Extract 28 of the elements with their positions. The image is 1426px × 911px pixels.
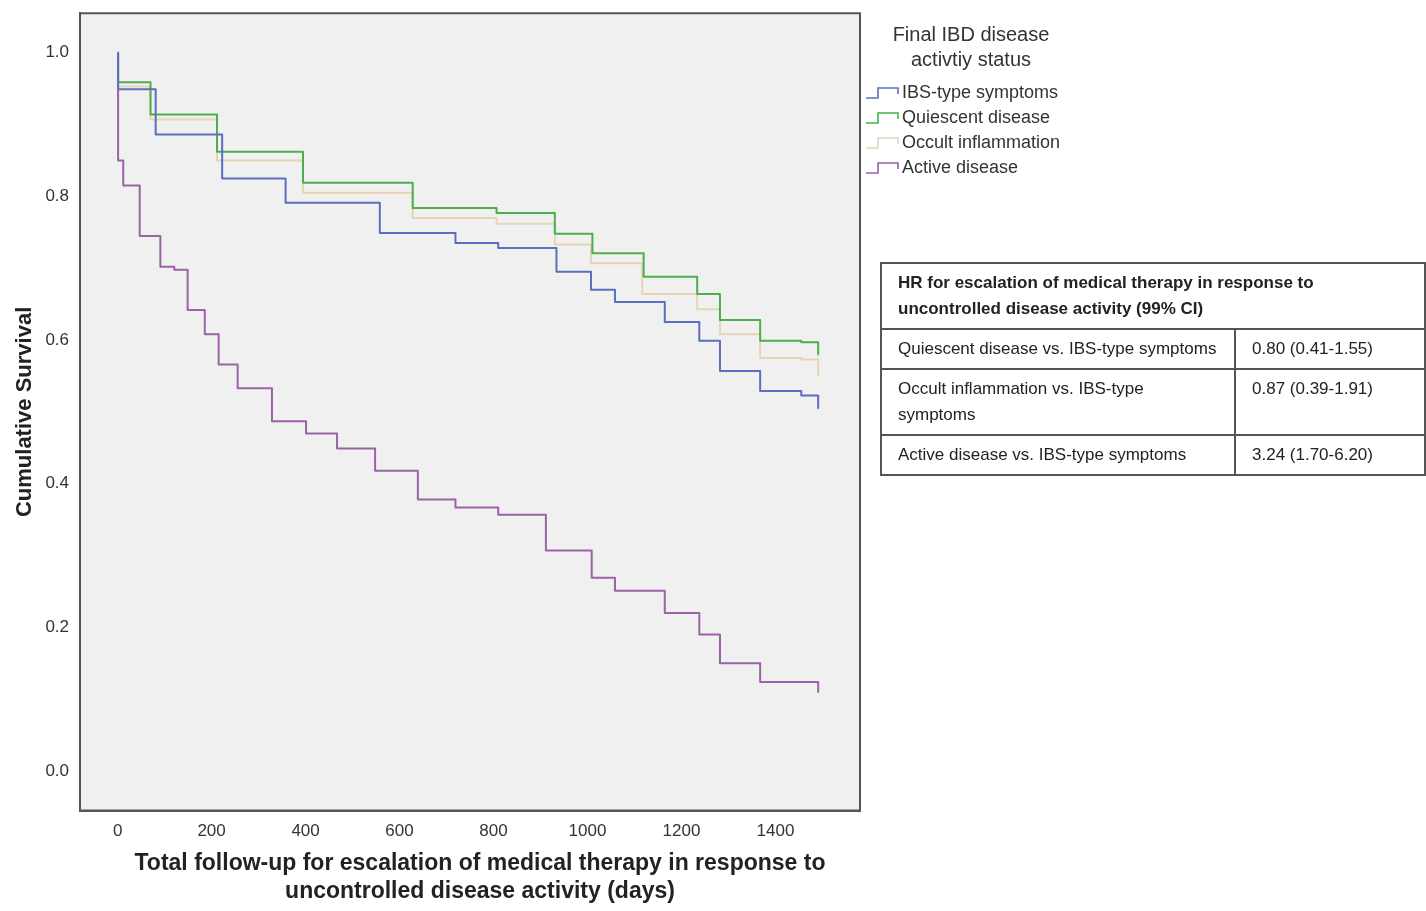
legend-label: IBS-type symptoms [902,82,1059,103]
y-tick-label: 0.6 [45,329,70,349]
x-tick-label: 800 [479,821,508,841]
x-tick-label: 400 [291,821,320,841]
text: Quiescent disease vs. IBS-type symptoms [881,329,1235,369]
legend-label: Quiescent disease [902,107,1051,128]
x-tick-label: 200 [197,821,226,841]
x-tick-label: 1400 [756,821,795,841]
text: 0.87 (0.39-1.91) [1235,369,1425,435]
y-tick-label: 0.4 [45,473,70,493]
legend-label: Occult inflammation [902,132,1061,153]
y-axis-title: Cumulative Survival [11,306,37,518]
y-tick-label: 0.2 [45,617,70,637]
legend-title: Final IBD disease activtiy status [891,22,1051,72]
y-tick-label: 1.0 [45,42,70,62]
x-tick-label: 600 [385,821,414,841]
text: HR for escalation of medical therapy in response to uncontrolled disease activity (99% CI) [881,263,1425,329]
text: 3.24 (1.70-6.20) [1235,435,1425,475]
x-tick-label: 1200 [662,821,701,841]
y-tick-label: 0.8 [45,186,70,206]
x-tick-label: 0 [112,821,123,841]
legend-label: Active disease [902,157,1019,178]
y-tick-label: 0.0 [45,760,70,780]
x-tick-label: 1000 [568,821,607,841]
text: 0.80 (0.41-1.55) [1235,329,1425,369]
text: Active disease vs. IBS-type symptoms [881,435,1235,475]
text: Occult inflammation vs. IBS-type symptoms [881,369,1235,435]
x-axis-title: Total follow-up for escalation of medical therapy in response to uncontrolled disease activity (days) [133,848,827,904]
